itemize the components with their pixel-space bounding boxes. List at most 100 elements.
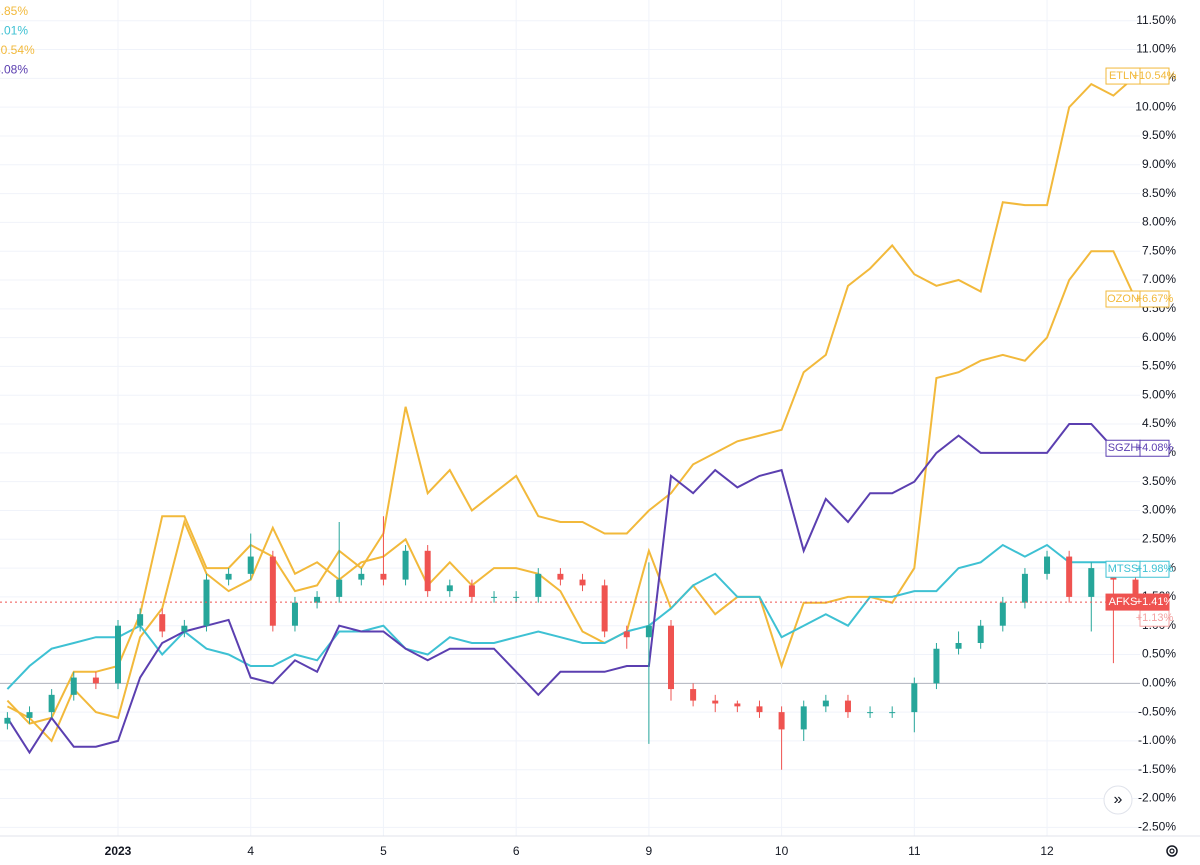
- y-tick-label: 0.00%: [1142, 675, 1176, 689]
- candle-body: [446, 585, 453, 592]
- price-label: AFKS+1.41%: [1105, 593, 1174, 611]
- candle-body: [115, 625, 121, 684]
- candle-body: [712, 700, 719, 704]
- candle-body: [889, 712, 896, 714]
- legend-value: 10.54%: [0, 43, 35, 57]
- price-label-value: +4.08%: [1136, 442, 1174, 454]
- x-tick-label: 5: [380, 844, 387, 858]
- price-label-value: +1.41%: [1136, 596, 1174, 608]
- plot-area: [0, 75, 1140, 770]
- candle-body: [402, 550, 409, 580]
- x-tick-label: 12: [1040, 844, 1054, 858]
- candle-body: [269, 556, 276, 626]
- y-tick-label: -0.50%: [1138, 704, 1176, 718]
- x-tick-label: 10: [775, 844, 789, 858]
- price-label-value: +1.13%: [1136, 612, 1174, 624]
- candle-body: [203, 579, 210, 626]
- candle-body: [734, 703, 741, 707]
- price-label-value-box: [1139, 593, 1170, 611]
- candle-body: [579, 579, 586, 586]
- candle-body: [668, 625, 674, 690]
- price-label-value-box: [1139, 67, 1170, 85]
- candle-body: [911, 683, 918, 713]
- legend-value: 4.08%: [0, 63, 28, 77]
- candle-body: [513, 596, 520, 598]
- price-label-name: AFKS: [1109, 596, 1138, 608]
- y-tick-label: -2.50%: [1138, 820, 1176, 834]
- series-line: [6, 543, 1136, 690]
- price-label-value-box: [1139, 560, 1170, 578]
- candle-body: [336, 579, 343, 597]
- price-label: ETLN+10.54%: [1105, 67, 1177, 85]
- price-label: SGZH+4.08%: [1105, 439, 1174, 457]
- candle-body: [468, 585, 475, 597]
- y-tick-label: 10.00%: [1135, 99, 1176, 113]
- y-tick-label: 11.50%: [1136, 13, 1176, 27]
- candle-body: [491, 596, 498, 598]
- candle-body: [291, 602, 298, 626]
- svg-text:»: »: [1114, 791, 1123, 808]
- candle-body: [181, 625, 188, 632]
- y-tick-label: 9.50%: [1142, 128, 1176, 142]
- y-tick-label: 11.00%: [1136, 42, 1176, 56]
- price-label-value-box: [1139, 439, 1170, 457]
- series-line: [6, 423, 1136, 755]
- y-tick-label: 5.00%: [1142, 387, 1176, 401]
- candle-body: [977, 625, 984, 643]
- candle-body: [623, 631, 630, 638]
- series-line: [6, 250, 1137, 743]
- x-tick-label: 9: [646, 844, 653, 858]
- legend-value: 6.85%: [0, 4, 28, 18]
- price-labels: OZON+6.67% MTSS+1.98% ETLN+10.54% SGZH+4.08…: [1105, 67, 1177, 627]
- legend-value: 2.01%: [0, 24, 28, 38]
- candle-body: [70, 677, 77, 695]
- candle-body: [557, 573, 564, 580]
- scroll-button[interactable]: »: [1103, 785, 1133, 815]
- y-tick-label: 8.50%: [1142, 186, 1176, 200]
- y-tick-label: 0.50%: [1142, 647, 1176, 661]
- candle-body: [844, 700, 851, 713]
- candle-body: [955, 642, 962, 649]
- x-tick-label: 11: [908, 844, 921, 858]
- y-tick-label: 7.50%: [1142, 243, 1176, 257]
- price-label: OZON+6.67%: [1105, 290, 1174, 308]
- y-tick-label: 8.00%: [1142, 215, 1176, 229]
- candle-body: [778, 712, 785, 730]
- candle-body: [690, 689, 697, 701]
- x-tick-label: 6: [513, 844, 520, 858]
- y-tick-label: 3.00%: [1142, 503, 1176, 517]
- candle-body: [1044, 556, 1051, 574]
- candle-body: [822, 700, 829, 707]
- y-tick-label: 5.50%: [1142, 359, 1176, 373]
- y-tick-label: 3.50%: [1142, 474, 1176, 488]
- y-tick-label: -2.00%: [1138, 791, 1176, 805]
- candle-body: [867, 712, 874, 714]
- y-tick-label: 4.50%: [1142, 416, 1176, 430]
- candle-body: [800, 706, 807, 730]
- price-label-value: +1.98%: [1136, 563, 1174, 575]
- y-tick-label: 6.00%: [1142, 330, 1176, 344]
- candle-body: [48, 694, 55, 713]
- candle-body: [424, 550, 431, 592]
- candle-body: [380, 573, 387, 580]
- settings-button[interactable]: [1166, 845, 1178, 857]
- price-label-value-box: [1139, 290, 1170, 308]
- candle-body: [358, 573, 365, 580]
- x-tick-label: 2023: [105, 844, 132, 858]
- candle-body: [26, 712, 33, 718]
- price-label-value: +6.67%: [1136, 293, 1174, 305]
- candle-body: [1132, 579, 1139, 603]
- candle-body: [159, 614, 166, 632]
- candle-body: [535, 573, 542, 597]
- y-tick-label: -1.00%: [1138, 733, 1176, 747]
- x-tick-label: 4: [247, 844, 254, 858]
- legend: 6.85% 2.01% 10.54% 4.08%: [0, 4, 35, 77]
- price-label: MTSS+1.98%: [1105, 560, 1174, 578]
- candle-body: [1066, 556, 1073, 597]
- candle-body: [137, 614, 144, 626]
- y-tick-label: 9.00%: [1142, 157, 1176, 171]
- candle-body: [756, 706, 763, 713]
- y-tick-label: 7.00%: [1142, 272, 1176, 286]
- candle-body: [247, 556, 254, 574]
